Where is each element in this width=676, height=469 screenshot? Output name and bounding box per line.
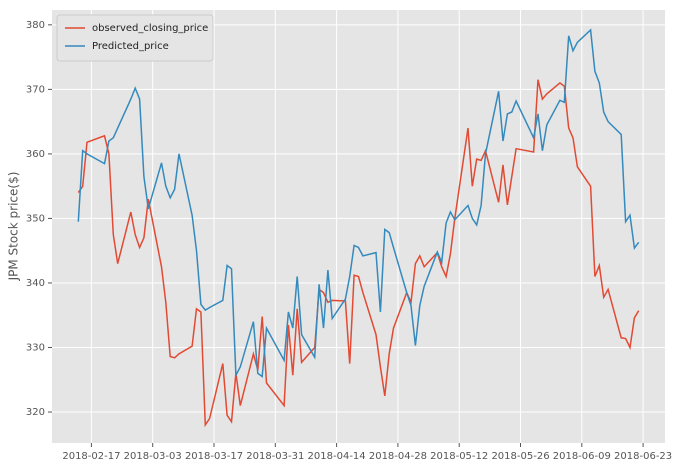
y-tick-label: 320 [26,407,45,418]
legend-box [56,14,214,62]
y-tick-label: 370 [26,84,45,95]
series-line [77,28,640,378]
plot-area [52,10,665,443]
x-tick-label: 2018-03-03 [124,451,182,462]
y-axis-label: JPM Stock price($) [7,172,21,282]
x-tick-label: 2018-04-28 [369,451,427,462]
x-tick-label: 2018-06-09 [553,451,611,462]
x-tick-label: 2018-05-12 [430,451,488,462]
x-tick-label: 2018-04-14 [308,451,366,462]
y-tick-label: 380 [26,20,45,31]
x-tick-label: 2018-06-23 [614,451,672,462]
x-tick-label: 2018-02-17 [62,451,120,462]
y-tick-label: 350 [26,213,45,224]
legend-label: Predicted_price [92,41,169,52]
series-line [77,79,640,428]
x-tick-label: 2018-05-26 [491,451,549,462]
x-tick-label: 2018-03-31 [246,451,304,462]
legend-label: observed_closing_price [92,23,208,34]
x-tick-label: 2018-03-17 [185,451,243,462]
y-tick-label: 340 [26,278,45,289]
y-tick-label: 360 [26,149,45,160]
y-tick-label: 330 [26,342,45,353]
